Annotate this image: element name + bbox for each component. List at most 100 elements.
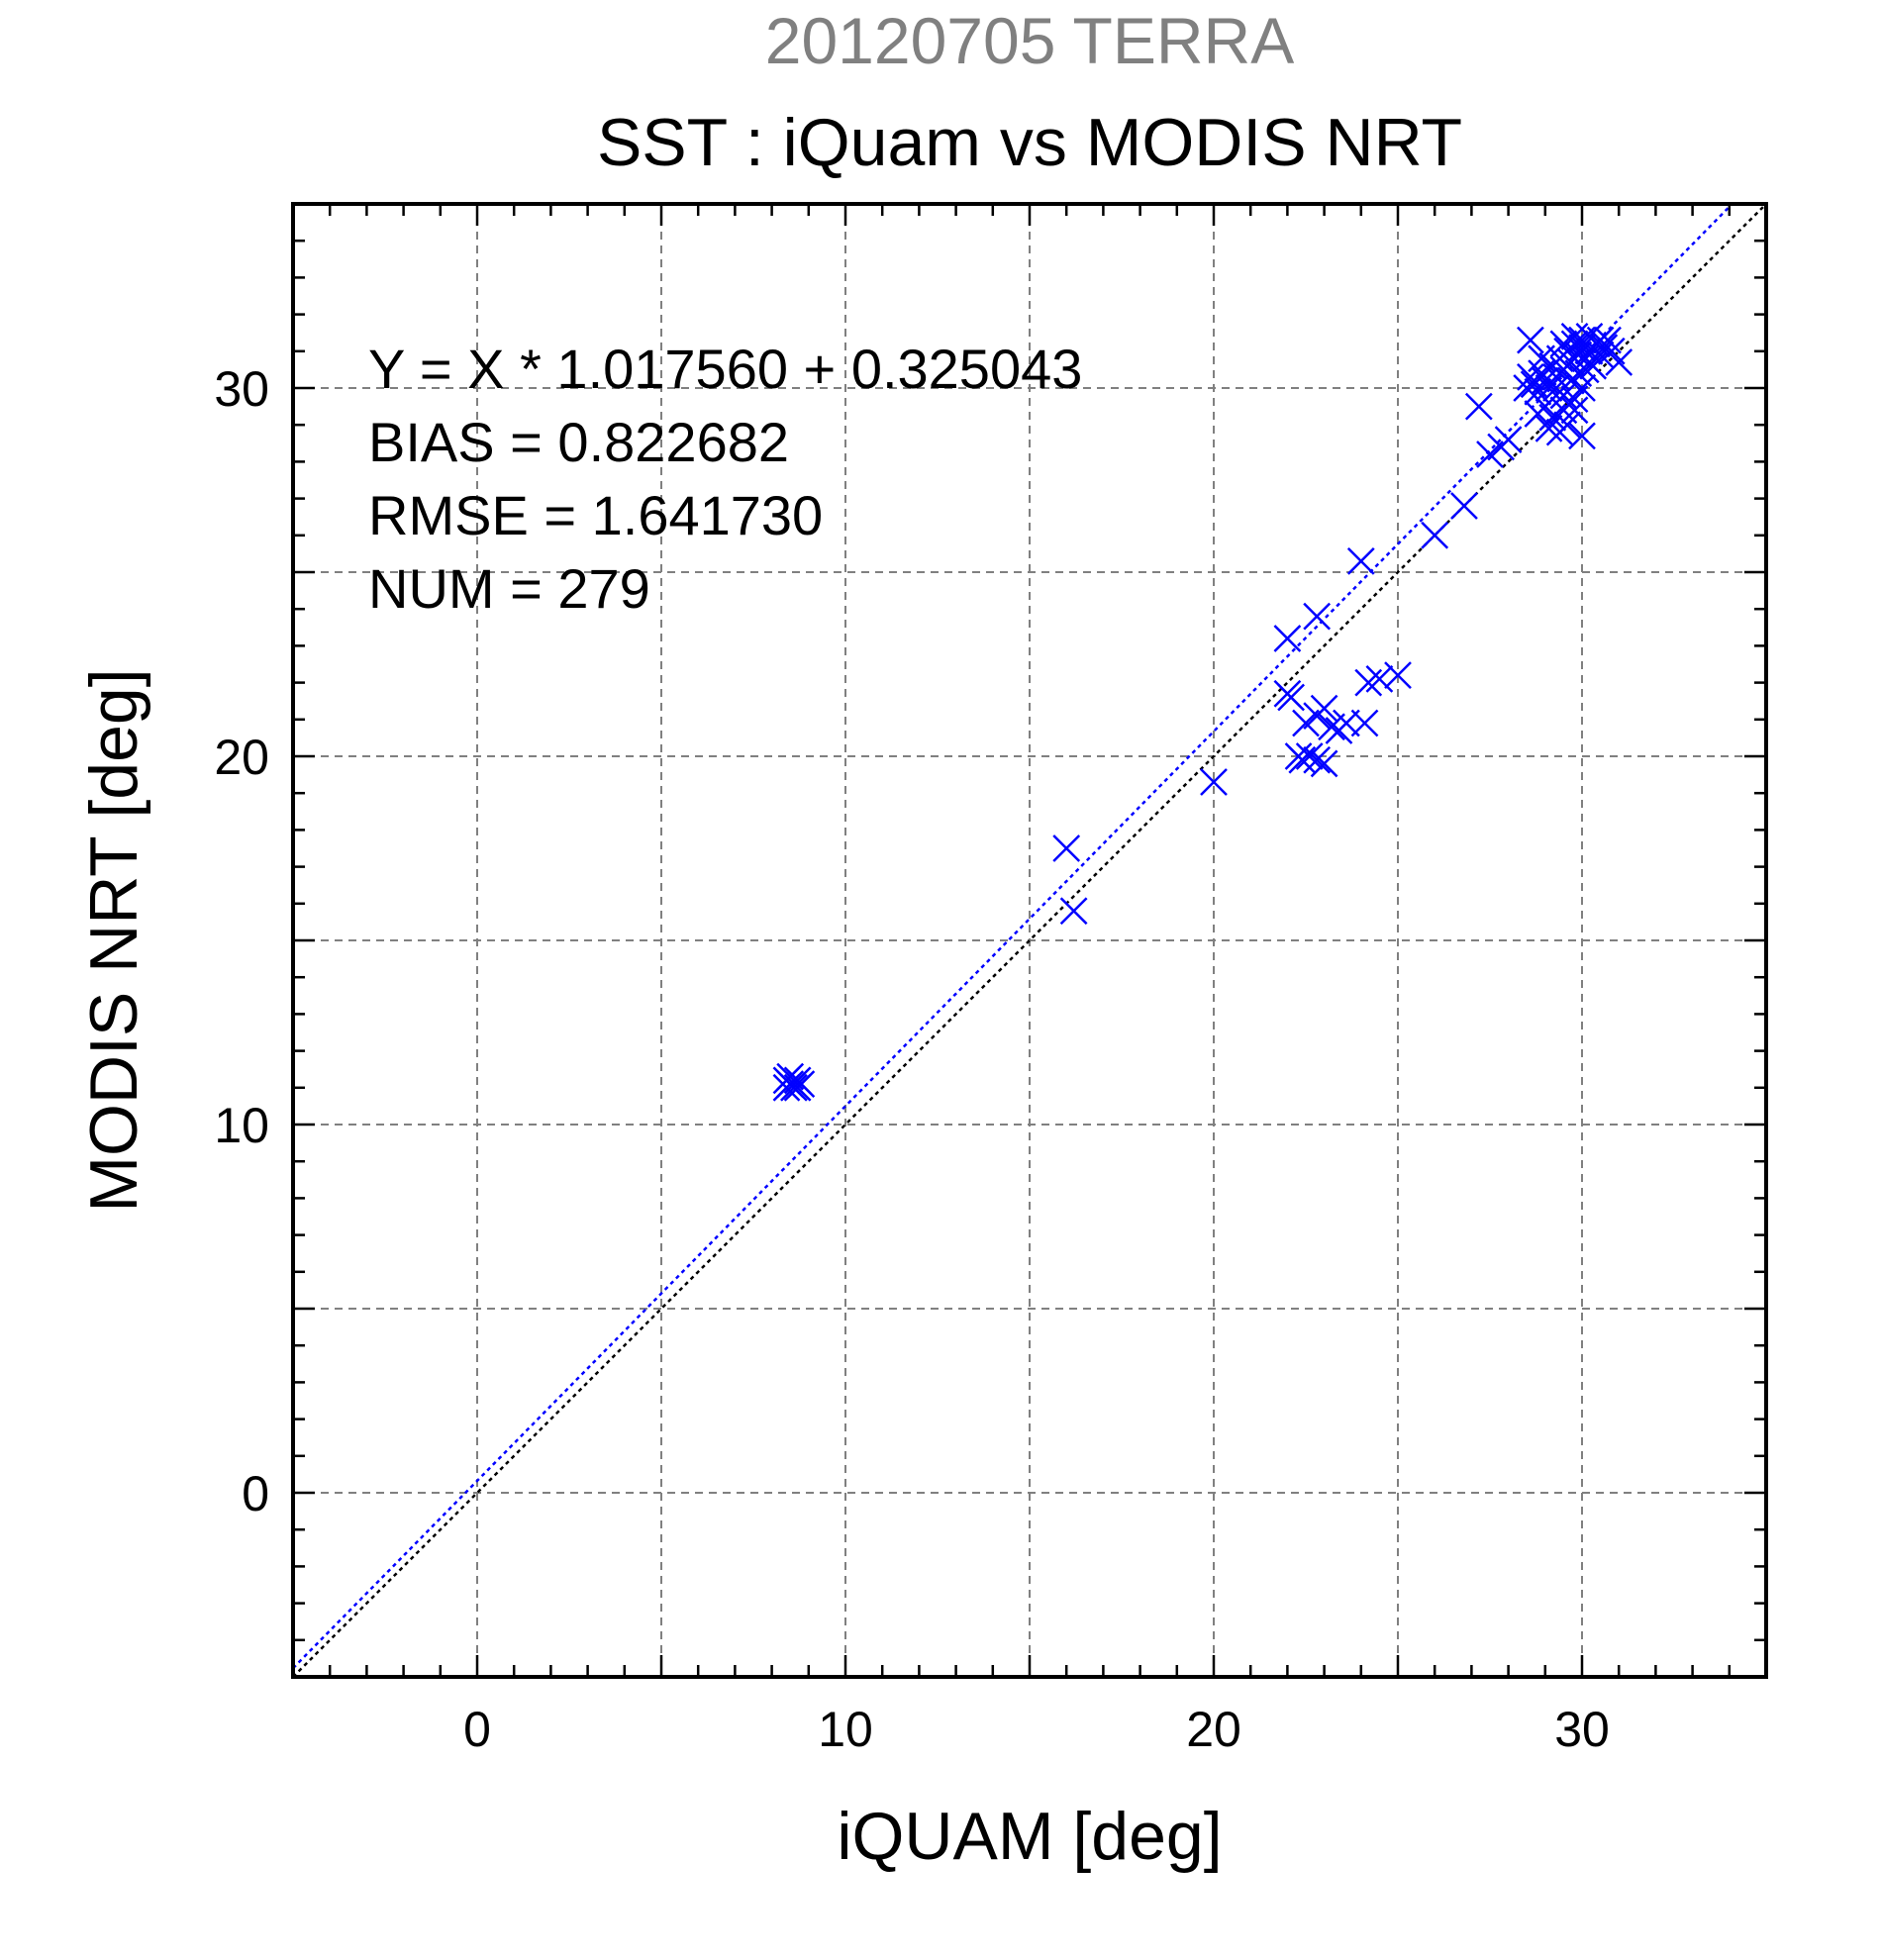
data-point [1549, 330, 1578, 358]
y-tick-label: 30 [214, 361, 269, 417]
data-point [1421, 521, 1449, 549]
data-point [1277, 683, 1306, 712]
data-point-stroke [1346, 546, 1375, 575]
data-point [1560, 385, 1589, 414]
data-point [1517, 326, 1544, 354]
y-tick-label: 20 [214, 730, 269, 785]
data-point [1059, 897, 1088, 926]
data-point [1200, 768, 1228, 796]
data-point-stroke [1303, 602, 1332, 631]
data-point-stroke [1464, 392, 1493, 421]
data-point-stroke [1586, 326, 1615, 354]
y-tick-label: 0 [242, 1466, 269, 1521]
data-point [1346, 546, 1375, 575]
data-point [783, 1073, 812, 1102]
data-point [1464, 392, 1493, 421]
count-value: NUM = 279 [368, 557, 650, 620]
data-point [1350, 709, 1379, 737]
data-point-stroke [1059, 897, 1088, 926]
data-point-stroke [1354, 668, 1383, 697]
data-point-stroke [1575, 323, 1604, 350]
data-point-stroke [1594, 326, 1622, 354]
data-point [1594, 326, 1622, 354]
data-point [1560, 396, 1589, 425]
data-point-stroke [1553, 411, 1582, 440]
y-axis-label: MODIS NRT [deg] [76, 668, 151, 1212]
data-point [1288, 745, 1317, 774]
data-point-stroke [1590, 334, 1619, 361]
data-point-stroke [1421, 521, 1449, 549]
data-point [1052, 834, 1081, 862]
data-point-stroke [1200, 768, 1228, 796]
data-point-stroke [1310, 749, 1338, 778]
data-point-stroke [1277, 683, 1306, 712]
data-point-stroke [1295, 742, 1324, 770]
tick-labels: 0 10 20 30 0 10 20 30 [214, 361, 1609, 1757]
data-point-stroke [1303, 745, 1332, 774]
data-point [1273, 625, 1302, 652]
data-point [1384, 661, 1412, 690]
data-point-stroke [1365, 664, 1394, 693]
rmse-value: RMSE = 1.641730 [368, 484, 823, 546]
data-point-stroke [1560, 396, 1589, 425]
data-point [1303, 602, 1332, 631]
data-point-stroke [1494, 426, 1523, 453]
x-tick-label: 10 [818, 1702, 873, 1757]
x-tick-label: 0 [463, 1702, 491, 1757]
data-point-stroke [1531, 366, 1559, 395]
data-point-stroke [1549, 381, 1578, 410]
data-point [1310, 694, 1338, 723]
chart-title: SST : iQuam vs MODIS NRT [597, 105, 1462, 180]
data-point [1560, 330, 1589, 358]
data-point [1575, 323, 1604, 350]
data-point-stroke [1517, 362, 1544, 391]
data-point [1528, 344, 1555, 373]
y-tick-label: 10 [214, 1098, 269, 1153]
data-point [1295, 742, 1324, 770]
chart-supertitle: 20120705 TERRA [765, 4, 1294, 77]
x-tick-label: 20 [1186, 1702, 1241, 1757]
stats-annotation: Y = X * 1.017560 + 0.325043 BIAS = 0.822… [368, 338, 1082, 620]
data-point-stroke [1571, 355, 1600, 384]
data-point [1534, 415, 1563, 442]
data-point [1310, 749, 1338, 778]
data-point-stroke [1052, 834, 1081, 862]
data-point [1568, 422, 1596, 450]
regression-equation: Y = X * 1.017560 + 0.325043 [368, 338, 1082, 400]
data-point-stroke [1560, 330, 1589, 358]
data-point-stroke [1528, 344, 1555, 373]
data-point-stroke [1549, 330, 1578, 358]
data-point-stroke [1605, 348, 1634, 376]
data-point-stroke [1310, 694, 1338, 723]
data-point [1365, 664, 1394, 693]
data-point [1494, 426, 1523, 453]
bias-value: BIAS = 0.822682 [368, 411, 789, 473]
x-tick-label: 30 [1554, 1702, 1610, 1757]
data-point [1524, 400, 1552, 428]
data-point-stroke [1517, 326, 1544, 354]
data-point [1605, 348, 1634, 376]
data-point [1354, 668, 1383, 697]
data-point [1303, 745, 1332, 774]
data-point [1450, 492, 1478, 520]
data-point-stroke [783, 1073, 812, 1102]
data-point [1571, 355, 1600, 384]
data-point [1586, 326, 1615, 354]
data-point-stroke [1288, 745, 1317, 774]
data-point-stroke [772, 1066, 801, 1095]
reference-lines [292, 203, 1767, 1678]
data-point-stroke [1564, 359, 1593, 388]
x-axis-label: iQUAM [deg] [837, 1799, 1222, 1874]
data-point [1549, 381, 1578, 410]
data-points [772, 323, 1634, 1102]
regression-line [292, 203, 1733, 1670]
data-point-stroke [1560, 385, 1589, 414]
grid [293, 204, 1766, 1677]
data-point-stroke [1350, 709, 1379, 737]
data-point-stroke [1384, 661, 1412, 690]
data-point-stroke [1524, 400, 1552, 428]
plot-frame [291, 202, 1768, 1679]
data-point-stroke [1534, 415, 1563, 442]
data-point-stroke [1273, 625, 1302, 652]
